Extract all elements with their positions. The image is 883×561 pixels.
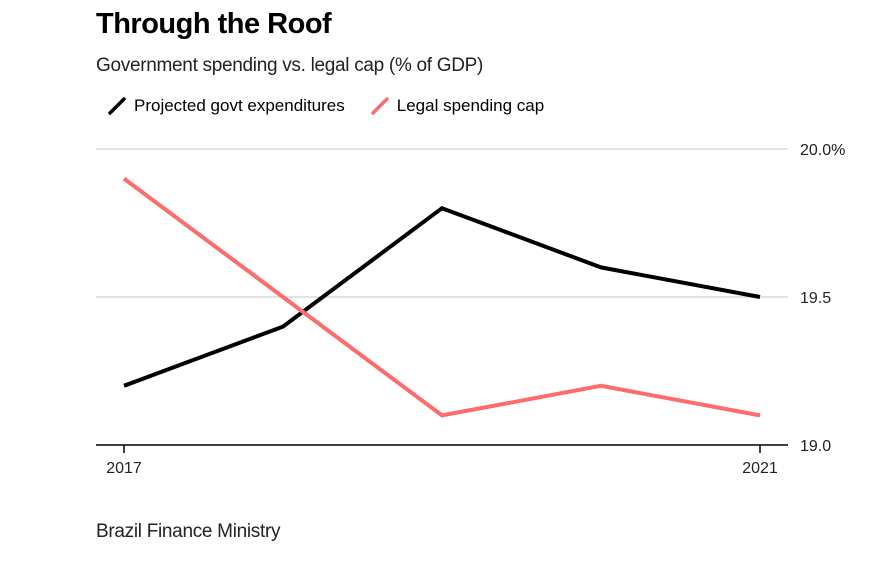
series-line-spending-cap — [122, 176, 761, 418]
legend-label-expenditures: Projected govt expenditures — [134, 96, 345, 115]
chart-legend: Projected govt expenditures Legal spendi… — [108, 96, 570, 116]
series-line-expenditures — [123, 205, 761, 388]
legend-swatch-line-expenditures — [108, 97, 126, 115]
x-tick-label: 2021 — [742, 460, 778, 477]
chart-source: Brazil Finance Ministry — [96, 521, 281, 542]
y-tick-label: 20.0% — [800, 142, 845, 159]
legend-item-spending-cap: Legal spending cap — [371, 96, 544, 116]
legend-label-spending-cap: Legal spending cap — [396, 96, 545, 115]
chart-title: Through the Roof — [96, 8, 332, 40]
y-tick-label: 19.5 — [800, 290, 831, 307]
chart-subtitle: Government spending vs. legal cap (% of … — [96, 55, 484, 76]
x-tick-label: 2017 — [106, 460, 142, 477]
legend-item-expenditures: Projected govt expenditures — [108, 96, 345, 116]
diagonal-line-icon — [108, 97, 126, 115]
y-tick-label: 19.0 — [800, 438, 831, 455]
legend-swatch-line-spending-cap — [371, 97, 389, 115]
diagonal-line-icon — [371, 97, 389, 115]
